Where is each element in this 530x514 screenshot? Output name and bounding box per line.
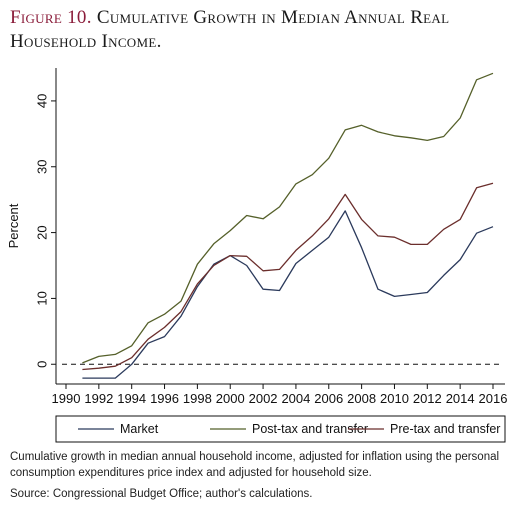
series-line-market — [82, 210, 494, 379]
x-tick-label: 1996 — [150, 391, 179, 406]
x-tick-label: 1998 — [183, 391, 212, 406]
figure-title-text: Cumulative Growth in Median Annual Real … — [10, 7, 450, 52]
legend-label: Post-tax and transfer — [252, 422, 368, 436]
x-tick-label: 2012 — [413, 391, 442, 406]
x-tick-label: 2008 — [347, 391, 376, 406]
x-tick-label: 2006 — [314, 391, 343, 406]
y-tick-label: 40 — [35, 94, 50, 108]
y-tick-label: 10 — [35, 291, 50, 305]
figure-label: Figure 10. — [10, 7, 92, 28]
y-tick-label: 20 — [35, 225, 50, 239]
x-tick-label: 2016 — [479, 391, 508, 406]
x-tick-label: 2002 — [249, 391, 278, 406]
figure-title: Figure 10. Cumulative Growth in Median A… — [10, 6, 520, 54]
x-tick-label: 2000 — [216, 391, 245, 406]
series-line-post-tax-and-transfer — [82, 72, 494, 364]
x-tick-label: 2010 — [380, 391, 409, 406]
x-tick-label: 2004 — [281, 391, 310, 406]
y-tick-label: 30 — [35, 160, 50, 174]
x-tick-label: 1994 — [117, 391, 146, 406]
y-tick-label: 0 — [35, 361, 50, 368]
legend-box — [55, 415, 506, 443]
x-tick-label: 1992 — [84, 391, 113, 406]
chart-series-lines — [82, 72, 494, 379]
legend-label: Market — [120, 422, 159, 436]
figure-source: Source: Congressional Budget Office; aut… — [10, 488, 313, 500]
x-tick-label: 2014 — [446, 391, 475, 406]
y-axis-label: Percent — [6, 203, 21, 248]
legend-label: Pre-tax and transfer — [390, 422, 500, 436]
x-tick-label: 1990 — [52, 391, 81, 406]
series-line-pre-tax-and-transfer — [82, 182, 494, 371]
chart-legend: Market Post-tax and transfer Pre-tax and t… — [55, 415, 506, 443]
figure-caption: Cumulative growth in median annual house… — [10, 451, 500, 479]
